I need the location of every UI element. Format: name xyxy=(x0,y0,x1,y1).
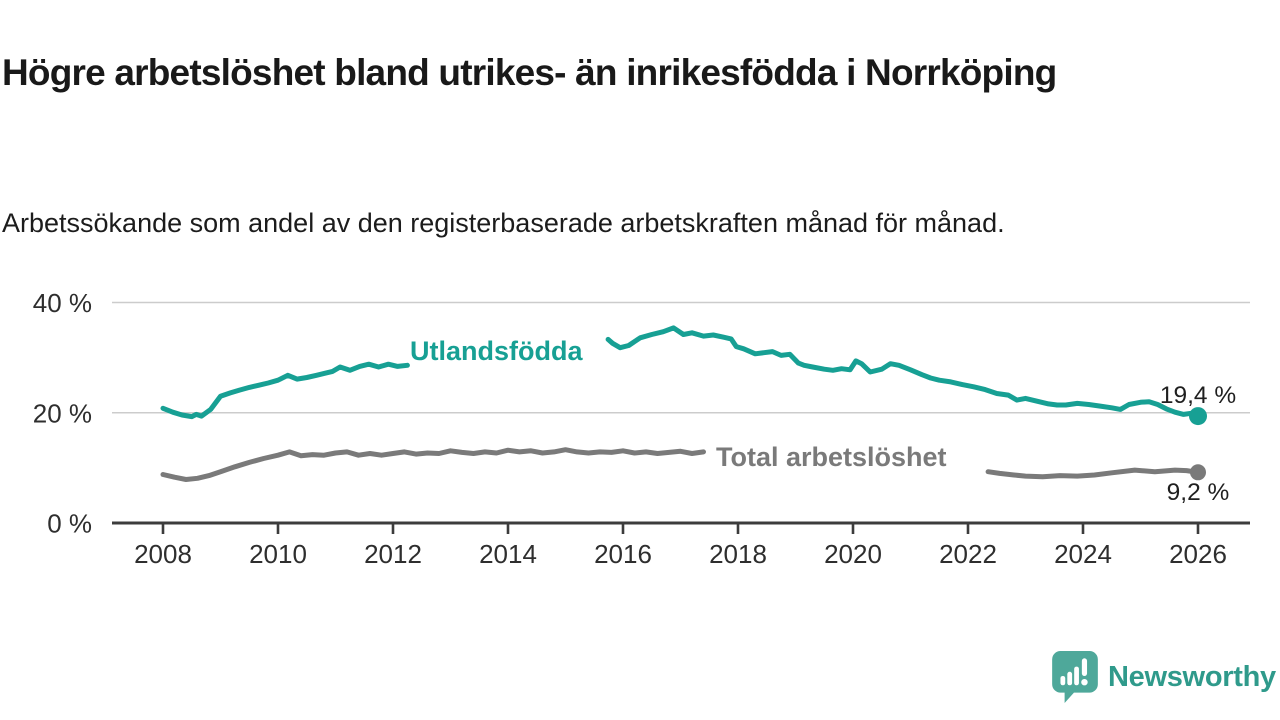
newsworthy-branding: Newsworthy xyxy=(1050,650,1276,704)
y-tick-label: 0 % xyxy=(47,509,92,539)
exclamation-dot xyxy=(1081,678,1088,686)
x-tick-label: 2020 xyxy=(824,539,882,569)
x-tick-label: 2018 xyxy=(709,539,767,569)
newsworthy-logo-text: Newsworthy xyxy=(1108,660,1276,693)
line-utlandsf-dda xyxy=(605,325,1201,419)
x-axis-ticks: 2008 2010 2012 2014 2016 2018 2020 2022 2024 2026 xyxy=(134,524,1227,569)
y-tick-label: 20 % xyxy=(33,398,92,428)
y-tick-label: 40 % xyxy=(33,288,92,318)
series-utlandsf-dda: Utlandsfödda 19,4 % xyxy=(160,325,1236,426)
bar-medium xyxy=(1067,671,1073,686)
x-tick-label: 2024 xyxy=(1054,539,1112,569)
series-label-total-arbetsl-shet: Total arbetslöshet xyxy=(716,442,947,472)
x-tick-label: 2008 xyxy=(134,539,192,569)
x-tick-label: 2016 xyxy=(594,539,652,569)
x-tick-label: 2022 xyxy=(939,539,997,569)
unemployment-line-chart: 2008 2010 2012 2014 2016 2018 2020 2022 2024 2026… xyxy=(33,288,1250,569)
line-total-arbetsl-shet xyxy=(985,467,1201,480)
x-tick-label: 2026 xyxy=(1169,539,1227,569)
bar-small xyxy=(1060,675,1066,686)
line-total-arbetsl-shet xyxy=(160,447,706,482)
end-value-label-total-arbetsl-shet: 9,2 % xyxy=(1167,479,1230,506)
exclamation-stroke xyxy=(1081,658,1088,676)
bar-large xyxy=(1074,666,1079,686)
series-label-utlandsf-dda: Utlandsfödda xyxy=(410,336,583,366)
chart-subtitle: Arbetssökande som andel av den registerb… xyxy=(2,208,1005,238)
line-utlandsf-dda xyxy=(160,361,410,420)
end-dot-utlandsf-dda xyxy=(1189,407,1207,426)
gridlines xyxy=(112,301,1250,414)
x-tick-label: 2014 xyxy=(479,539,537,569)
chart-title: Högre arbetslöshet bland utrikes- än inr… xyxy=(2,51,1057,93)
y-axis-labels: 0 % 20 % 40 % xyxy=(33,288,92,539)
newsworthy-logo-icon xyxy=(1052,651,1098,703)
end-dot-total-arbetsl-shet xyxy=(1190,464,1206,481)
x-tick-label: 2010 xyxy=(249,539,307,569)
x-tick-label: 2012 xyxy=(364,539,422,569)
series-total-arbetsl-shet: Total arbetslöshet 9,2 % xyxy=(160,442,1230,506)
end-value-label-utlandsf-dda: 19,4 % xyxy=(1160,382,1236,409)
